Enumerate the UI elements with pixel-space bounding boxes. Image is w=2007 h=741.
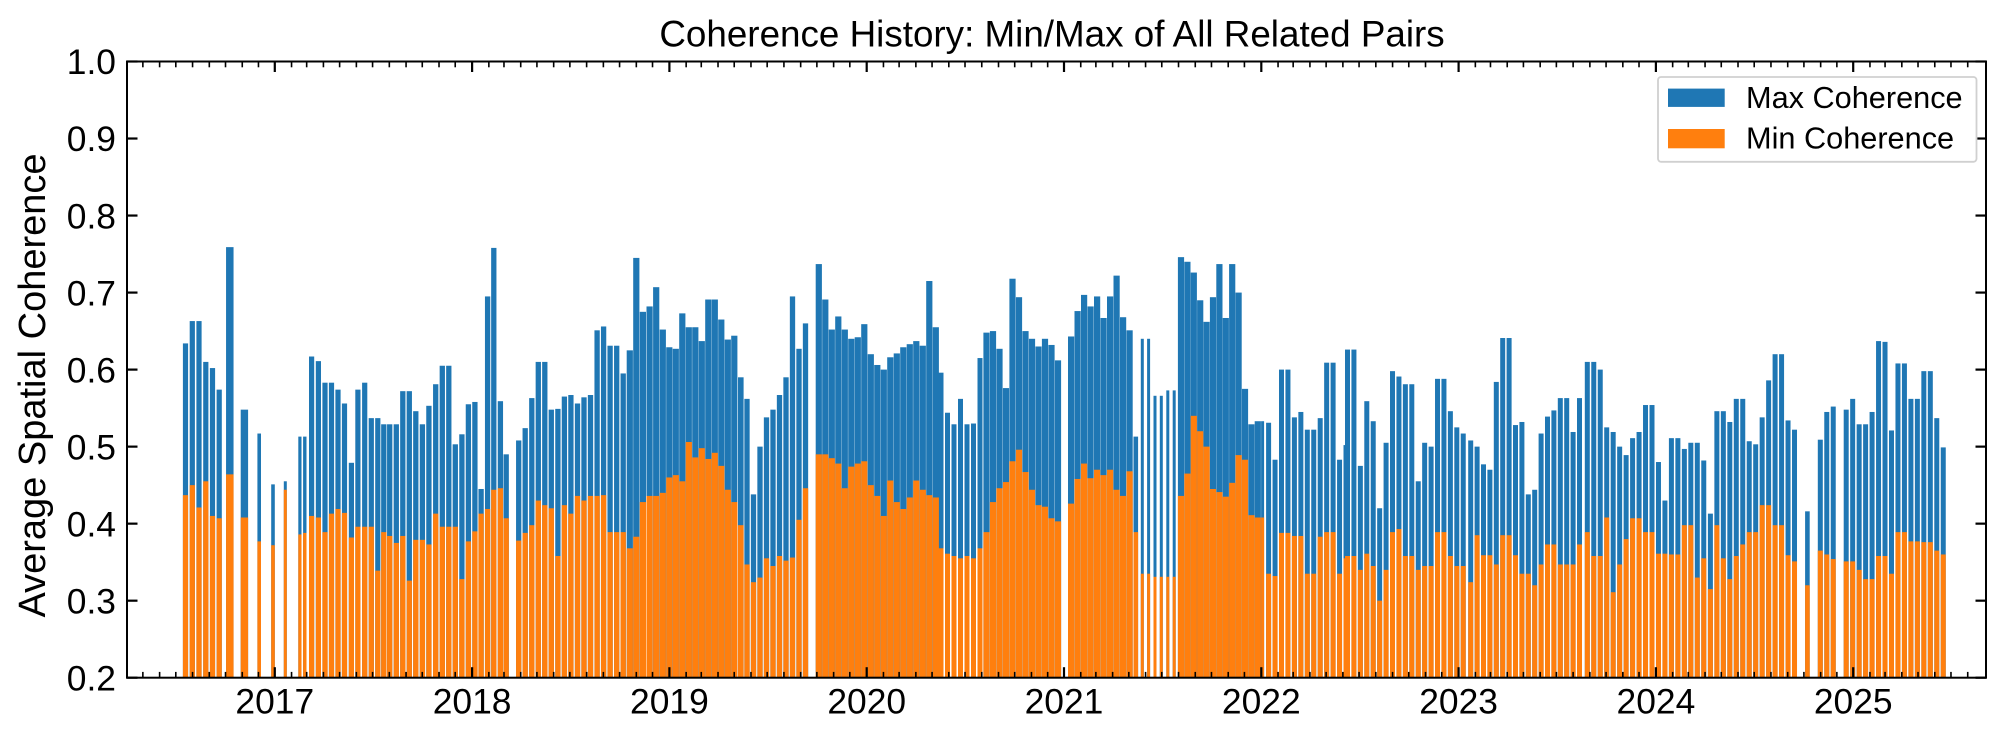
svg-text:2020: 2020: [827, 682, 906, 722]
svg-text:0.6: 0.6: [67, 350, 116, 390]
svg-text:Average Spatial Coherence: Average Spatial Coherence: [12, 153, 54, 617]
svg-text:Coherence History: Min/Max of: Coherence History: Min/Max of All Relate…: [659, 14, 1444, 55]
svg-text:0.5: 0.5: [67, 427, 116, 467]
svg-text:1.0: 1.0: [67, 42, 116, 82]
svg-text:0.4: 0.4: [67, 504, 116, 544]
svg-text:0.2: 0.2: [67, 658, 116, 698]
svg-text:2025: 2025: [1814, 682, 1893, 722]
svg-text:2019: 2019: [630, 682, 709, 722]
svg-text:2018: 2018: [433, 682, 512, 722]
svg-text:0.7: 0.7: [67, 273, 116, 313]
svg-text:2022: 2022: [1222, 682, 1301, 722]
svg-text:Min Coherence: Min Coherence: [1746, 120, 1954, 155]
svg-text:0.9: 0.9: [67, 119, 116, 159]
svg-text:2023: 2023: [1419, 682, 1498, 722]
svg-text:0.8: 0.8: [67, 196, 116, 236]
svg-text:2024: 2024: [1617, 682, 1696, 722]
svg-text:2017: 2017: [235, 682, 314, 722]
svg-text:0.3: 0.3: [67, 581, 116, 621]
svg-text:2021: 2021: [1025, 682, 1104, 722]
svg-text:Max Coherence: Max Coherence: [1746, 80, 1963, 115]
